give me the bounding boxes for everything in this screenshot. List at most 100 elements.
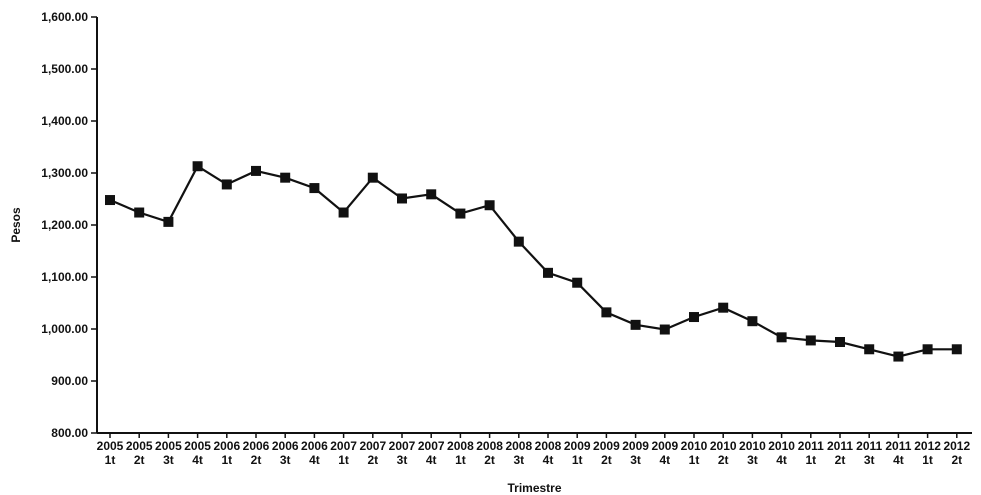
data-point	[367, 172, 378, 183]
data-point	[776, 332, 787, 343]
y-axis-title: Pesos	[9, 207, 23, 243]
data-point	[455, 208, 466, 219]
y-tick-label: 1,200.00	[41, 218, 88, 232]
x-tick-label-quarter: 3t	[864, 453, 875, 467]
data-point	[163, 216, 174, 227]
x-tick-label-year: 2005	[97, 439, 124, 453]
x-tick-label-quarter: 4t	[893, 453, 904, 467]
data-point	[105, 195, 115, 206]
data-point	[864, 344, 875, 355]
x-tick-label-quarter: 1t	[922, 453, 933, 467]
x-tick-label-year: 2011	[885, 439, 911, 453]
data-point	[718, 302, 729, 313]
x-tick-label-year: 2009	[651, 439, 678, 453]
data-point	[338, 207, 349, 218]
y-tick-label: 1,000.00	[41, 322, 88, 336]
x-tick-label-year: 2007	[359, 439, 386, 453]
data-point	[805, 335, 816, 346]
x-tick-label-year: 2010	[768, 439, 795, 453]
data-point	[689, 312, 699, 323]
data-point	[922, 344, 933, 355]
x-tick-label-quarter: 2t	[367, 453, 378, 467]
data-point	[601, 307, 612, 318]
x-tick-label-year: 2011	[798, 439, 824, 453]
x-tick-label-quarter: 2t	[134, 453, 145, 467]
x-tick-label-quarter: 3t	[397, 453, 408, 467]
plot-area	[105, 161, 962, 362]
x-tick-label-quarter: 3t	[163, 453, 174, 467]
x-tick-label-quarter: 2t	[951, 453, 962, 467]
x-tick-label-year: 2010	[681, 439, 708, 453]
x-tick-label-quarter: 4t	[309, 453, 320, 467]
x-tick-label-quarter: 1t	[455, 453, 466, 467]
x-tick-label-quarter: 3t	[280, 453, 291, 467]
data-point	[835, 337, 845, 347]
x-tick-label-quarter: 4t	[776, 453, 787, 467]
x-tick-label-year: 2009	[593, 439, 620, 453]
x-tick-label-quarter: 1t	[805, 453, 816, 467]
data-point	[397, 193, 407, 204]
x-tick-label-quarter: 2t	[718, 453, 729, 467]
data-point	[221, 179, 232, 190]
x-tick-label-year: 2007	[389, 439, 416, 453]
data-point	[192, 161, 203, 172]
data-point	[251, 165, 261, 176]
x-tick-label-year: 2006	[301, 439, 328, 453]
x-tick-label-year: 2012	[943, 439, 970, 453]
data-point	[659, 324, 670, 335]
x-tick-label-quarter: 4t	[543, 453, 554, 467]
x-tick-label-year: 2005	[184, 439, 211, 453]
y-tick-label: 900.00	[51, 374, 88, 388]
x-tick-label-quarter: 2t	[484, 453, 495, 467]
x-tick-label-quarter: 4t	[192, 453, 203, 467]
x-tick-label-year: 2008	[505, 439, 532, 453]
x-tick-label-quarter: 1t	[221, 453, 232, 467]
x-tick-label-year: 2007	[418, 439, 445, 453]
x-tick-label-year: 2006	[272, 439, 299, 453]
data-point	[893, 351, 904, 362]
x-tick-label-year: 2010	[710, 439, 737, 453]
x-tick-label-year: 2010	[739, 439, 766, 453]
x-tick-label-year: 2011	[827, 439, 853, 453]
x-tick-label-quarter: 2t	[601, 453, 612, 467]
x-tick-label-quarter: 1t	[689, 453, 700, 467]
x-tick-label-quarter: 3t	[747, 453, 758, 467]
x-tick-label-year: 2009	[622, 439, 649, 453]
y-tick-label: 1,500.00	[41, 62, 88, 76]
y-tick-label: 1,300.00	[41, 166, 88, 180]
x-tick-label-quarter: 4t	[659, 453, 670, 467]
x-tick-label-year: 2008	[476, 439, 503, 453]
data-point	[484, 200, 495, 211]
x-tick-label-year: 2005	[155, 439, 182, 453]
y-tick-label: 1,100.00	[41, 270, 88, 284]
x-tick-label-quarter: 3t	[513, 453, 524, 467]
x-tick-label-year: 2006	[213, 439, 240, 453]
data-point	[309, 183, 320, 194]
data-point	[630, 319, 641, 330]
y-tick-label: 800.00	[51, 426, 88, 440]
x-tick-label-year: 2011	[856, 439, 882, 453]
x-tick-label-year: 2008	[447, 439, 474, 453]
x-tick-label-year: 2009	[564, 439, 591, 453]
x-axis: 20051t20052t20053t20054t20061t20062t2006…	[97, 432, 972, 467]
y-tick-label: 1,600.00	[41, 10, 88, 24]
y-tick-label: 1,400.00	[41, 114, 88, 128]
series-line	[109, 164, 957, 358]
x-tick-label-quarter: 2t	[251, 453, 262, 467]
data-point	[951, 344, 962, 355]
y-axis: 800.00 900.00 1,000.00 1,100.00 1,200.00 1,30…	[41, 10, 98, 440]
data-point	[747, 316, 758, 327]
x-tick-label-year: 2007	[330, 439, 357, 453]
data-point	[572, 277, 583, 288]
x-tick-label-year: 2006	[243, 439, 270, 453]
x-tick-label-quarter: 2t	[835, 453, 846, 467]
x-tick-label-year: 2008	[535, 439, 562, 453]
x-tick-label-quarter: 1t	[572, 453, 583, 467]
data-point	[134, 207, 145, 218]
x-tick-label-quarter: 3t	[630, 453, 641, 467]
x-tick-label-year: 2012	[914, 439, 941, 453]
data-point	[543, 267, 553, 278]
data-point	[513, 236, 524, 247]
x-tick-label-quarter: 1t	[338, 453, 349, 467]
